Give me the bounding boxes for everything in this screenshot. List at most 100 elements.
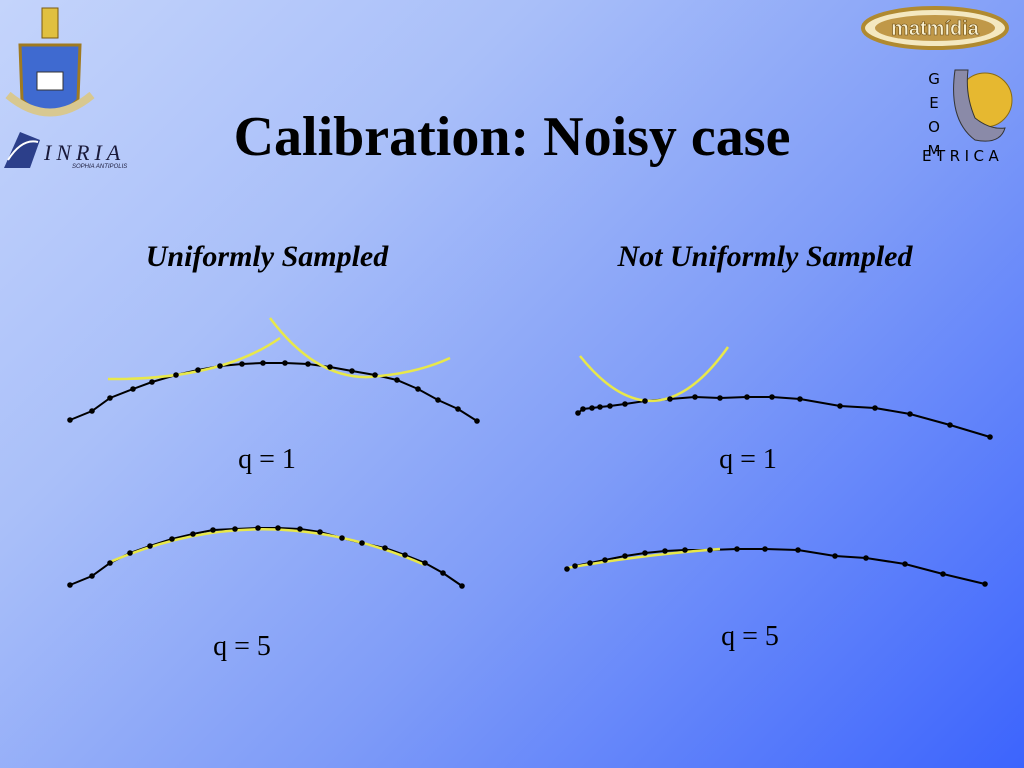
sample-point: [255, 525, 261, 531]
sample-point: [622, 553, 628, 559]
sample-point: [317, 529, 323, 535]
sample-point: [232, 526, 238, 532]
fitted-curve: [566, 547, 721, 570]
crest-logo: [5, 7, 95, 117]
sample-point: [459, 583, 465, 589]
fitted-curve: [107, 336, 281, 381]
sample-point: [597, 404, 603, 410]
inria-subtitle: SOPHIA ANTIPOLIS: [72, 164, 127, 170]
sample-point: [173, 372, 179, 378]
sample-point: [435, 397, 441, 403]
sample-point: [297, 526, 303, 532]
fitted-curve: [579, 346, 730, 403]
sample-point: [717, 395, 723, 401]
geometrica-column: GEOM: [925, 70, 943, 166]
sample-point: [682, 547, 688, 553]
sample-point: [415, 386, 421, 392]
sample-point: [575, 410, 581, 416]
sample-point: [275, 525, 281, 531]
sample-point: [795, 547, 801, 553]
sample-point: [305, 361, 311, 367]
sample-point: [455, 406, 461, 412]
q-label: q = 1: [238, 444, 296, 475]
sample-point: [359, 540, 365, 546]
sample-point: [662, 548, 668, 554]
sample-point: [667, 396, 673, 402]
sample-point: [382, 545, 388, 551]
geometrica-logo: GEOM ETRICA: [922, 69, 1013, 166]
sample-curve: [566, 548, 986, 585]
matmidia-text: matmídia: [891, 18, 980, 40]
sample-point: [474, 418, 480, 424]
sample-point: [589, 405, 595, 411]
sample-point: [982, 581, 988, 587]
sample-curve: [69, 362, 478, 422]
sample-curve: [577, 395, 991, 438]
panel-heading: Not Uniformly Sampled: [616, 240, 913, 273]
sample-point: [372, 372, 378, 378]
sample-point: [339, 535, 345, 541]
sample-point: [940, 571, 946, 577]
sample-point: [707, 547, 713, 553]
sample-point: [622, 401, 628, 407]
sample-point: [190, 531, 196, 537]
sample-point: [349, 368, 355, 374]
sample-point: [769, 394, 775, 400]
sample-point: [107, 560, 113, 566]
sample-point: [147, 543, 153, 549]
matmidia-logo: matmídia: [861, 6, 1009, 50]
sample-point: [642, 398, 648, 404]
sample-point: [195, 367, 201, 373]
sample-point: [744, 394, 750, 400]
sample-point: [89, 408, 95, 414]
sample-point: [149, 379, 155, 385]
sample-point: [602, 557, 608, 563]
inria-logo: INRIA SOPHIA ANTIPOLIS: [4, 132, 127, 170]
sample-point: [282, 360, 288, 366]
sample-point: [863, 555, 869, 561]
sample-point: [440, 570, 446, 576]
sample-point: [907, 411, 913, 417]
inria-text: INRIA: [43, 140, 125, 165]
sample-point: [107, 395, 113, 401]
sample-point: [67, 582, 73, 588]
sample-point: [217, 363, 223, 369]
sample-point: [572, 563, 578, 569]
sample-point: [872, 405, 878, 411]
sample-point: [127, 550, 133, 556]
q-label: q = 1: [719, 444, 777, 475]
sample-point: [89, 573, 95, 579]
sample-point: [580, 406, 586, 412]
panel-heading: Uniformly Sampled: [146, 240, 390, 273]
fitted-curve: [109, 528, 426, 567]
sample-point: [692, 394, 698, 400]
sample-point: [797, 396, 803, 402]
sample-point: [67, 417, 73, 423]
sample-point: [210, 527, 216, 533]
geometrica-row: ETRICA: [922, 147, 1003, 165]
sample-point: [327, 364, 333, 370]
sample-point: [422, 560, 428, 566]
sample-point: [607, 403, 613, 409]
sample-point: [902, 561, 908, 567]
sample-point: [837, 403, 843, 409]
sample-point: [762, 546, 768, 552]
sample-point: [564, 566, 570, 572]
fitted-curve: [268, 317, 451, 379]
sample-point: [169, 536, 175, 542]
sample-point: [260, 360, 266, 366]
sample-point: [642, 550, 648, 556]
sample-point: [239, 361, 245, 367]
sample-point: [402, 552, 408, 558]
sample-point: [832, 553, 838, 559]
sample-point: [394, 377, 400, 383]
slide-title: Calibration: Noisy case: [234, 106, 791, 168]
q-label: q = 5: [213, 631, 271, 662]
sample-point: [734, 546, 740, 552]
sample-point: [947, 422, 953, 428]
q-label: q = 5: [721, 621, 779, 652]
sample-point: [587, 560, 593, 566]
